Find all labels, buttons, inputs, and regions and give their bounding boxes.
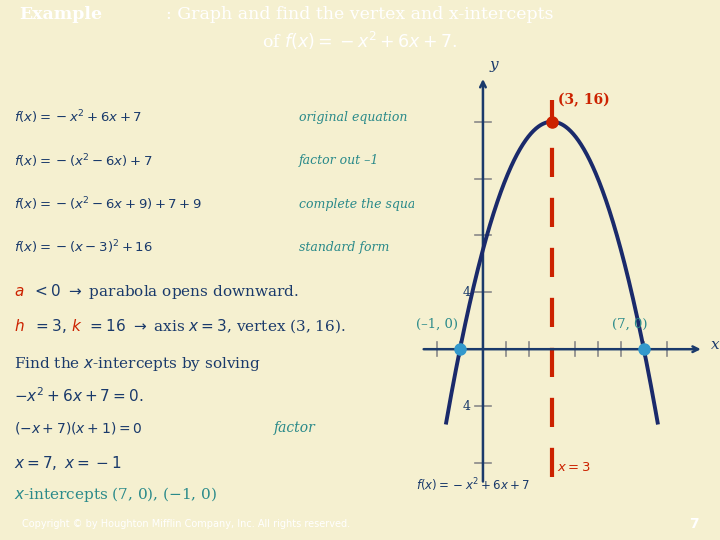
Text: Example: Example — [19, 6, 103, 23]
Text: factor: factor — [274, 421, 315, 435]
Text: $= 3,$: $= 3,$ — [33, 318, 67, 335]
Text: $f(x) = -x^2 + 6x + 7$: $f(x) = -x^2 + 6x + 7$ — [14, 109, 143, 126]
Text: $x = 3$: $x = 3$ — [557, 461, 590, 474]
Text: 4: 4 — [462, 400, 470, 413]
Text: $h$: $h$ — [14, 319, 25, 334]
Text: y: y — [490, 58, 498, 72]
Text: (7, 0): (7, 0) — [612, 318, 647, 330]
Text: x: x — [711, 338, 719, 352]
Text: $(-x + 7)(x + 1) = 0$: $(-x + 7)(x + 1) = 0$ — [14, 420, 143, 436]
Text: $x = 7,\ x = -1$: $x = 7,\ x = -1$ — [14, 454, 122, 472]
Text: standard form: standard form — [299, 241, 390, 254]
Text: $x$-intercepts (7, 0), ($-$1, 0): $x$-intercepts (7, 0), ($-$1, 0) — [14, 485, 217, 504]
Text: $f(x) = -(x^2 - 6x) + 7$: $f(x) = -(x^2 - 6x) + 7$ — [14, 152, 153, 170]
Text: 4: 4 — [462, 286, 470, 299]
Text: Find the $x$-intercepts by solving: Find the $x$-intercepts by solving — [14, 355, 261, 373]
Text: original equation: original equation — [299, 111, 408, 124]
Text: $a$: $a$ — [14, 285, 24, 299]
Text: $f(x) = -x^2 + 6x + 7$: $f(x) = -x^2 + 6x + 7$ — [416, 477, 531, 494]
Text: : Graph and find the vertex and x-intercepts: : Graph and find the vertex and x-interc… — [166, 6, 554, 23]
Text: of $f(x) = -x^2 + 6x + 7$.: of $f(x) = -x^2 + 6x + 7$. — [262, 30, 458, 52]
Text: $k$: $k$ — [71, 319, 82, 334]
Text: (–1, 0): (–1, 0) — [416, 318, 459, 330]
Text: $< 0\ \rightarrow$ parabola opens downward.: $< 0\ \rightarrow$ parabola opens downwa… — [32, 282, 299, 301]
Text: $-x^2 + 6x + 7 = 0.$: $-x^2 + 6x + 7 = 0.$ — [14, 387, 144, 405]
Text: $f(x) = -(x - 3)^2 + 16$: $f(x) = -(x - 3)^2 + 16$ — [14, 239, 153, 256]
Text: complete the square: complete the square — [299, 198, 428, 211]
Text: 7: 7 — [689, 517, 698, 531]
Text: (3, 16): (3, 16) — [558, 93, 609, 107]
Text: $= 16\ \rightarrow$ axis $x = 3$, vertex (3, 16).: $= 16\ \rightarrow$ axis $x = 3$, vertex… — [87, 318, 346, 335]
Text: Copyright © by Houghton Mifflin Company, Inc. All rights reserved.: Copyright © by Houghton Mifflin Company,… — [22, 519, 350, 529]
Text: factor out –1: factor out –1 — [299, 154, 379, 167]
Text: $f(x) = -(x^2 - 6x + 9) + 7 + 9$: $f(x) = -(x^2 - 6x + 9) + 7 + 9$ — [14, 195, 202, 213]
